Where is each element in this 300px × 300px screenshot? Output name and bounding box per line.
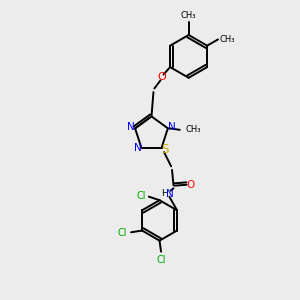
Text: CH₃: CH₃ xyxy=(186,125,201,134)
Text: S: S xyxy=(161,143,169,157)
Text: N: N xyxy=(128,122,135,132)
Text: Cl: Cl xyxy=(156,256,166,266)
Text: H: H xyxy=(161,189,168,198)
Text: N: N xyxy=(168,122,176,132)
Text: Cl: Cl xyxy=(136,191,146,201)
Text: O: O xyxy=(158,72,166,82)
Text: O: O xyxy=(186,180,194,190)
Text: N: N xyxy=(134,143,141,154)
Text: CH₃: CH₃ xyxy=(220,35,235,44)
Text: CH₃: CH₃ xyxy=(181,11,197,20)
Text: N: N xyxy=(166,189,174,199)
Text: Cl: Cl xyxy=(118,228,128,238)
